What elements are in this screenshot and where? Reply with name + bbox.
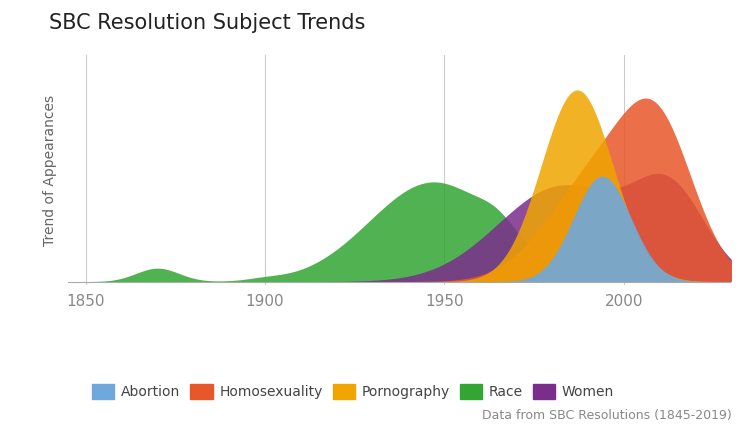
Text: SBC Resolution Subject Trends: SBC Resolution Subject Trends [49,13,366,33]
Legend: Abortion, Homosexuality, Pornography, Race, Women: Abortion, Homosexuality, Pornography, Ra… [87,379,620,405]
Text: Data from SBC Resolutions (1845-2019): Data from SBC Resolutions (1845-2019) [482,409,731,422]
Y-axis label: Trend of Appearances: Trend of Appearances [43,95,57,246]
